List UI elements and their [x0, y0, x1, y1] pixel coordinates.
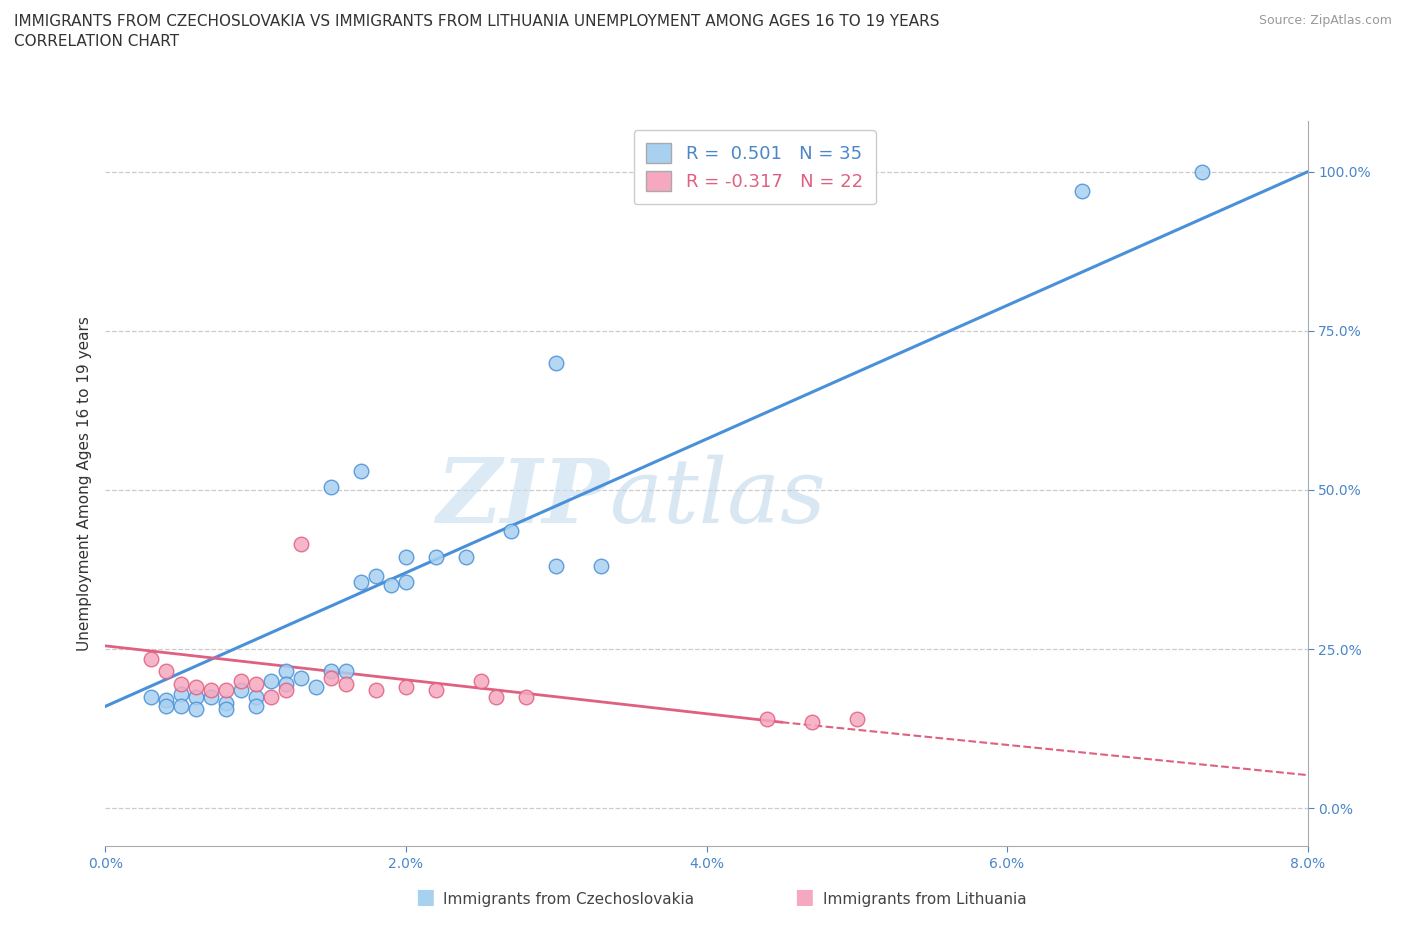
- Point: [260, 689, 283, 704]
- Point: [214, 696, 236, 711]
- Point: [380, 578, 402, 592]
- Text: CORRELATION CHART: CORRELATION CHART: [14, 34, 179, 49]
- Point: [214, 683, 236, 698]
- Point: [229, 683, 252, 698]
- Point: [260, 673, 283, 688]
- Legend: R =  0.501   N = 35, R = -0.317   N = 22: R = 0.501 N = 35, R = -0.317 N = 22: [634, 130, 876, 205]
- Point: [274, 683, 297, 698]
- Point: [1191, 165, 1213, 179]
- Point: [305, 680, 328, 695]
- Point: [515, 689, 537, 704]
- Point: [425, 550, 447, 565]
- Point: [1071, 183, 1094, 198]
- Point: [470, 673, 492, 688]
- Point: [546, 355, 568, 370]
- Point: [546, 559, 568, 574]
- Point: [274, 664, 297, 679]
- Point: [155, 698, 177, 713]
- Text: ZIP: ZIP: [437, 455, 610, 541]
- Point: [845, 711, 868, 726]
- Point: [319, 664, 342, 679]
- Y-axis label: Unemployment Among Ages 16 to 19 years: Unemployment Among Ages 16 to 19 years: [76, 316, 91, 651]
- Text: ■: ■: [415, 886, 434, 907]
- Point: [395, 575, 418, 590]
- Point: [229, 673, 252, 688]
- Point: [395, 550, 418, 565]
- Point: [290, 537, 312, 551]
- Point: [395, 680, 418, 695]
- Point: [591, 559, 613, 574]
- Point: [155, 693, 177, 708]
- Point: [335, 664, 357, 679]
- Point: [139, 689, 162, 704]
- Point: [350, 463, 373, 478]
- Text: ■: ■: [794, 886, 814, 907]
- Point: [319, 479, 342, 494]
- Point: [800, 715, 823, 730]
- Point: [454, 550, 477, 565]
- Point: [184, 680, 207, 695]
- Point: [319, 671, 342, 685]
- Point: [169, 686, 191, 701]
- Text: atlas: atlas: [610, 455, 827, 541]
- Point: [501, 524, 523, 538]
- Point: [245, 677, 267, 692]
- Point: [350, 575, 373, 590]
- Point: [274, 677, 297, 692]
- Point: [290, 671, 312, 685]
- Text: Immigrants from Czechoslovakia: Immigrants from Czechoslovakia: [443, 892, 695, 907]
- Point: [139, 651, 162, 666]
- Point: [155, 664, 177, 679]
- Point: [200, 689, 222, 704]
- Point: [184, 702, 207, 717]
- Text: IMMIGRANTS FROM CZECHOSLOVAKIA VS IMMIGRANTS FROM LITHUANIA UNEMPLOYMENT AMONG A: IMMIGRANTS FROM CZECHOSLOVAKIA VS IMMIGR…: [14, 14, 939, 29]
- Point: [335, 677, 357, 692]
- Point: [200, 683, 222, 698]
- Point: [214, 702, 236, 717]
- Point: [425, 683, 447, 698]
- Point: [755, 711, 778, 726]
- Point: [364, 683, 387, 698]
- Text: Immigrants from Lithuania: Immigrants from Lithuania: [823, 892, 1026, 907]
- Point: [184, 689, 207, 704]
- Point: [485, 689, 508, 704]
- Point: [364, 568, 387, 583]
- Point: [245, 698, 267, 713]
- Text: Source: ZipAtlas.com: Source: ZipAtlas.com: [1258, 14, 1392, 27]
- Point: [245, 689, 267, 704]
- Point: [169, 677, 191, 692]
- Point: [169, 698, 191, 713]
